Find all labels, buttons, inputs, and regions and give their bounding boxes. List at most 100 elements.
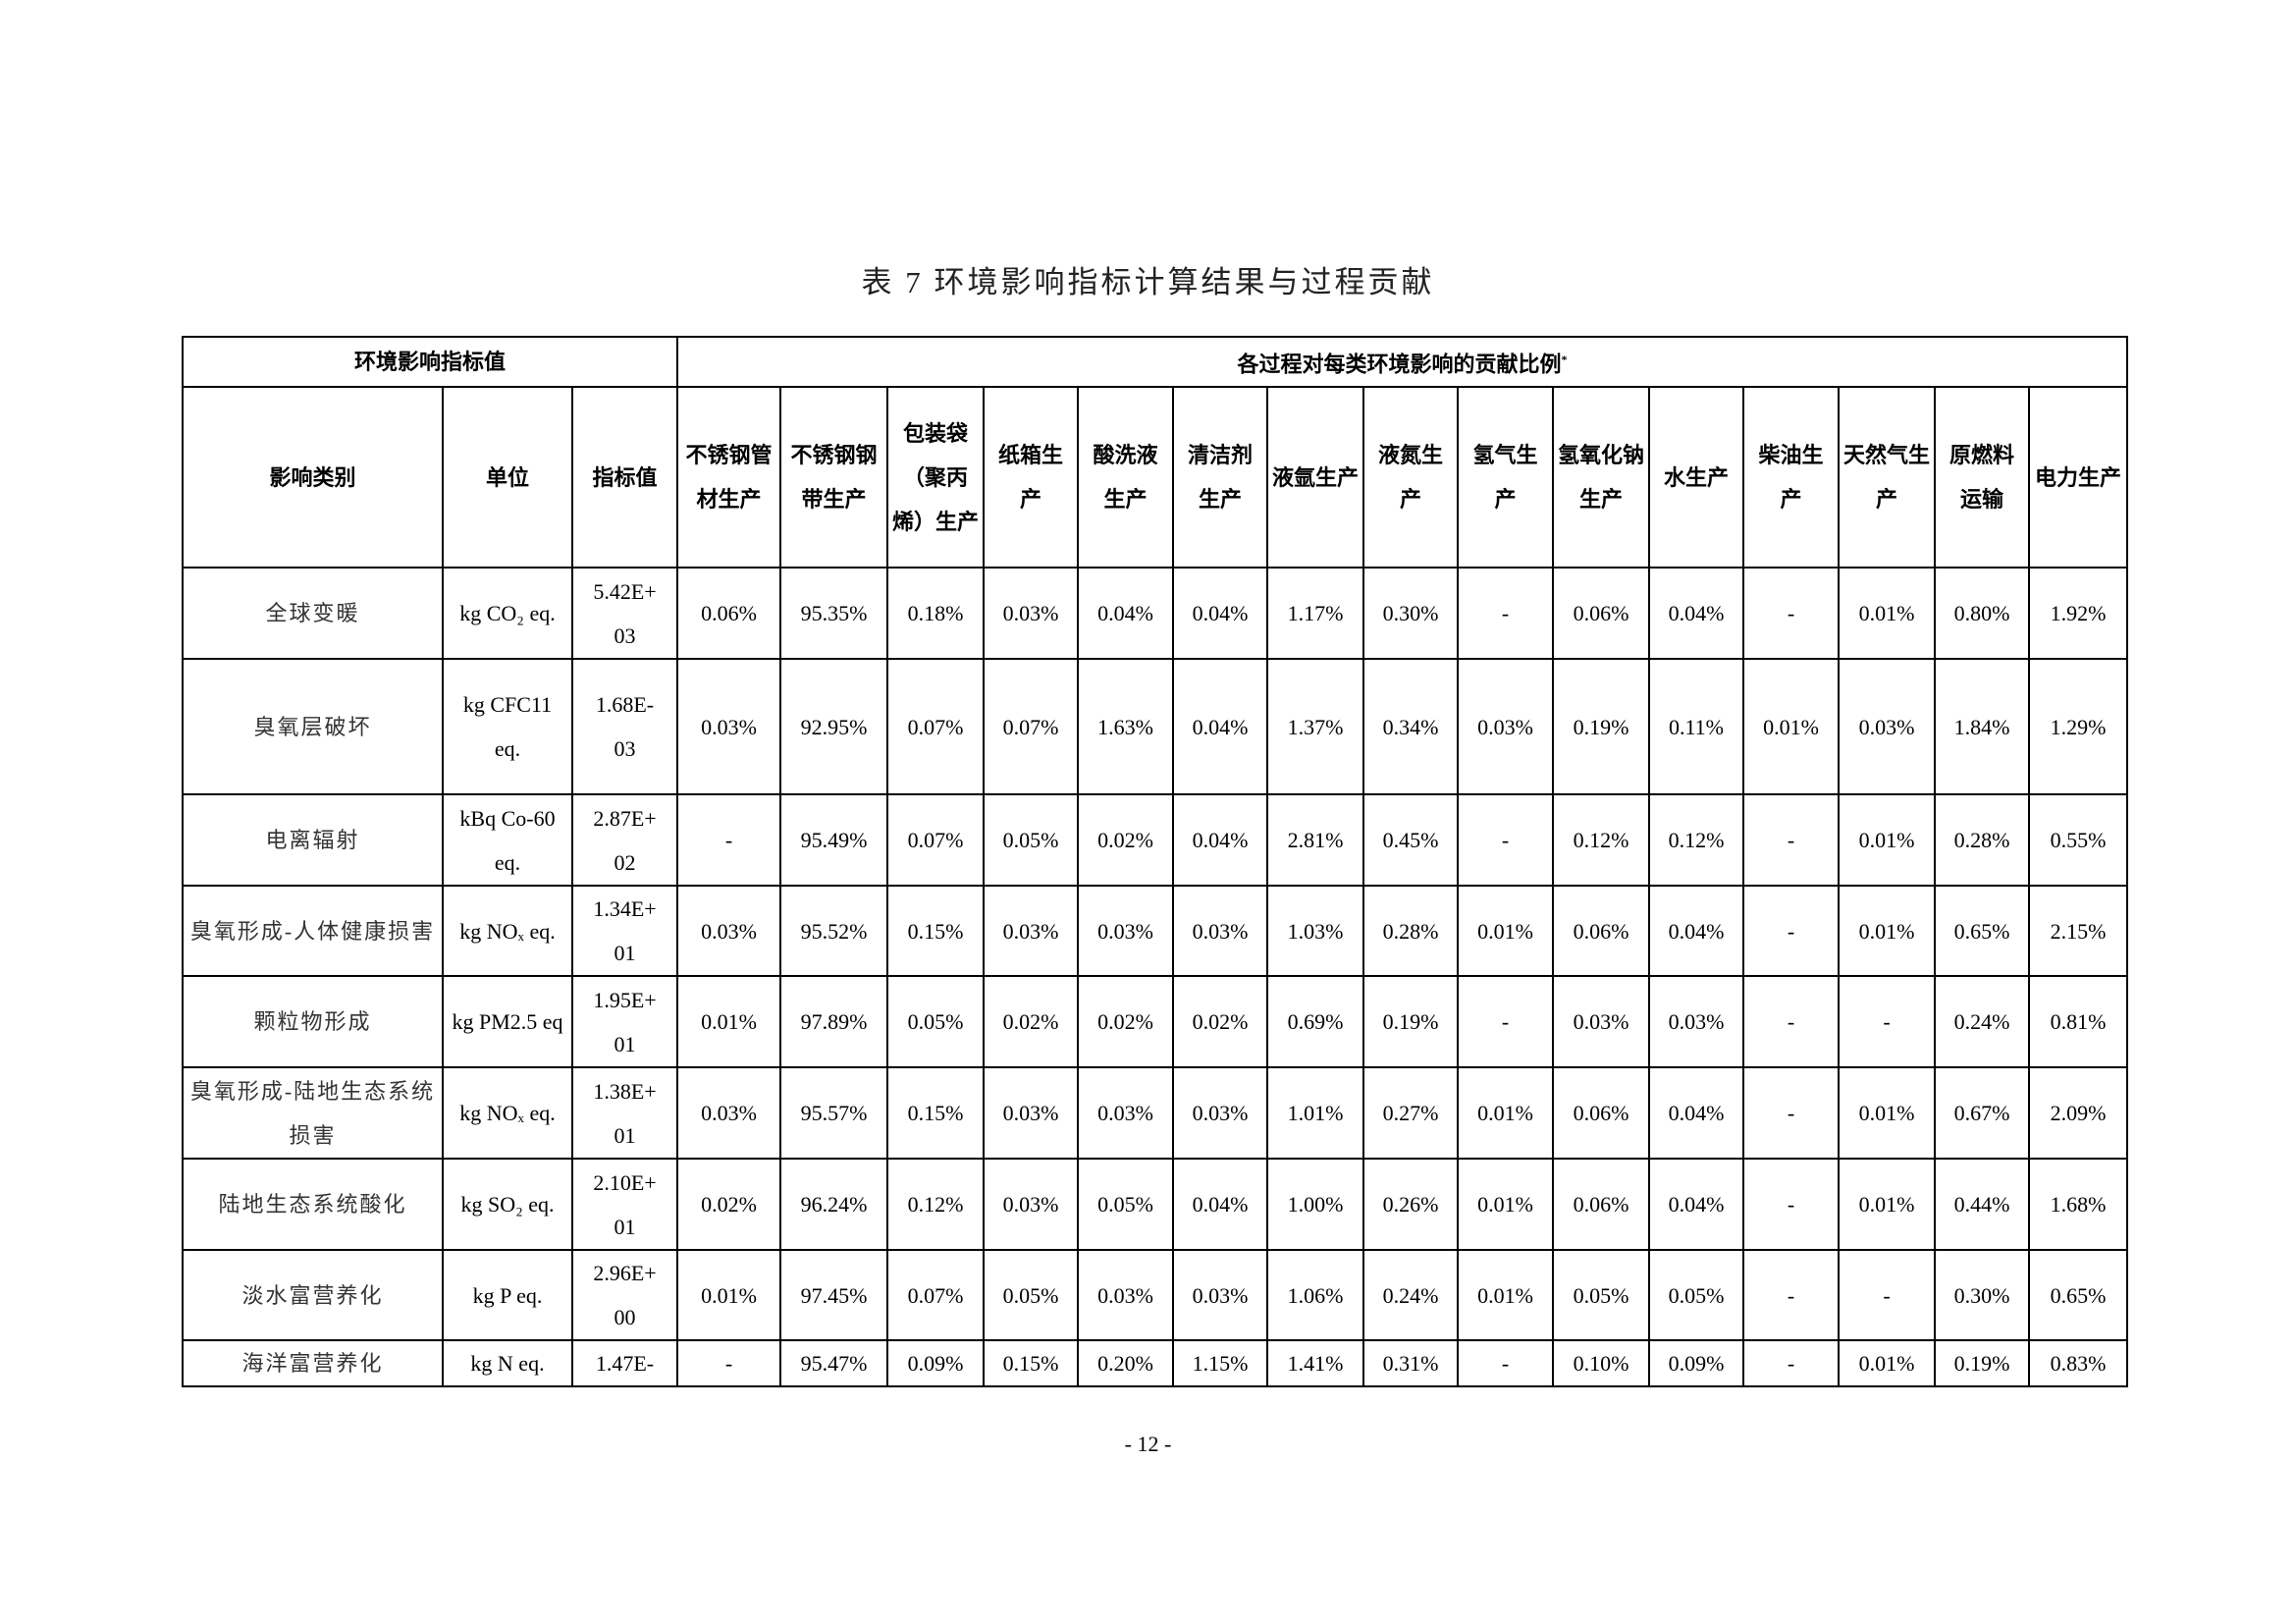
column-header: 纸箱生产 — [983, 386, 1079, 569]
contribution-cell: 0.30% — [1934, 1249, 2030, 1342]
contribution-cell: 0.04% — [1648, 885, 1744, 978]
contribution-cell: 0.06% — [1552, 1158, 1650, 1252]
contribution-cell: 0.03% — [1077, 1249, 1174, 1342]
page-number: - 12 - — [1124, 1432, 1172, 1456]
column-header: 清洁剂生产 — [1172, 386, 1268, 569]
indicator-value-cell-text: 1.95E+01 — [593, 987, 657, 1056]
unit-cell: kg NOₓ eq. — [442, 885, 573, 978]
contribution-cell: 0.01% — [1838, 885, 1936, 978]
contribution-cell: 0.44% — [1934, 1158, 2030, 1252]
contribution-cell: 0.12% — [1648, 793, 1744, 888]
group-header-right-label: 各过程对每类环境影响的贡献比例 — [1237, 352, 1562, 377]
contribution-cell: 0.01% — [1838, 567, 1936, 661]
indicator-value-cell: 1.34E+01 — [571, 885, 678, 978]
contribution-cell: 0.09% — [886, 1339, 985, 1388]
column-header: 影响类别 — [182, 386, 444, 569]
contribution-cell: 1.63% — [1077, 658, 1174, 796]
contribution-cell: 2.81% — [1266, 793, 1364, 888]
contribution-cell: 0.26% — [1362, 1158, 1459, 1252]
contribution-cell: 1.68% — [2027, 1158, 2129, 1252]
contribution-cell: 0.04% — [1648, 1158, 1744, 1252]
contribution-cell: 0.04% — [1077, 567, 1174, 661]
unit-cell-text: kg NOₓ eq. — [459, 1101, 556, 1126]
contribution-cell: 0.81% — [2027, 975, 2129, 1069]
table-row: 颗粒物形成 kg PM2.5 eq 1.95E+01 0.01% 97.89% 0.05%… — [182, 975, 2129, 1069]
contribution-cell: 0.02% — [676, 1158, 781, 1252]
table-row: 臭氧形成-人体健康损害 kg NOₓ eq. 1.34E+01 0.03% 95.52%… — [182, 885, 2129, 978]
contribution-cell: 0.03% — [676, 1066, 781, 1161]
contribution-cell: 95.49% — [779, 793, 888, 888]
contribution-cell: 0.06% — [676, 567, 781, 661]
contribution-cell: 0.03% — [983, 1158, 1079, 1252]
contribution-cell: 0.03% — [676, 885, 781, 978]
contribution-cell: 92.95% — [779, 658, 888, 796]
contribution-cell: 0.04% — [1172, 1158, 1268, 1252]
contribution-cell: 0.06% — [1552, 1066, 1650, 1161]
unit-cell: kg NOₓ eq. — [442, 1066, 573, 1161]
contribution-cell: 0.11% — [1648, 658, 1744, 796]
contribution-cell: - — [1457, 975, 1554, 1069]
table-title: 表 7 环境影响指标计算结果与过程贡献 — [861, 265, 1435, 299]
contribution-cell: - — [1742, 567, 1840, 661]
contribution-cell: - — [1742, 1066, 1840, 1161]
contribution-cell: 0.01% — [1457, 885, 1554, 978]
contribution-cell: 0.15% — [983, 1339, 1079, 1388]
unit-cell-text: kBq Co-60 eq. — [459, 805, 556, 875]
contribution-cell: 0.12% — [886, 1158, 985, 1252]
footnote-mark: * — [1561, 352, 1568, 366]
contribution-cell: 1.00% — [1266, 1158, 1364, 1252]
contribution-cell: 0.01% — [1457, 1158, 1554, 1252]
contribution-cell: 1.37% — [1266, 658, 1364, 796]
contribution-cell: 0.05% — [983, 1249, 1079, 1342]
contribution-cell: - — [1457, 567, 1554, 661]
column-header: 天然气生产 — [1838, 386, 1936, 569]
contribution-cell: 0.03% — [676, 658, 781, 796]
impact-category-cell: 臭氧形成-陆地生态系统损害 — [182, 1066, 444, 1161]
contribution-cell: 1.29% — [2027, 658, 2129, 796]
contribution-cell: 0.01% — [676, 1249, 781, 1342]
contribution-cell: 0.03% — [1077, 1066, 1174, 1161]
table-row: 臭氧形成-陆地生态系统损害 kg NOₓ eq. 1.38E+01 0.03% 95.5… — [182, 1066, 2129, 1161]
column-header: 原燃料运输 — [1934, 386, 2030, 569]
contribution-cell: 97.89% — [779, 975, 888, 1069]
contribution-cell: 1.01% — [1266, 1066, 1364, 1161]
indicator-value-cell-text: 1.68E-03 — [595, 692, 655, 762]
unit-cell: kg SO₂ eq. — [442, 1158, 573, 1252]
table-row: 陆地生态系统酸化 kg SO₂ eq. 2.10E+01 0.02% 96.24% 0.1… — [182, 1158, 2129, 1252]
contribution-cell: 0.02% — [1077, 975, 1174, 1069]
contribution-cell: 0.07% — [983, 658, 1079, 796]
contribution-cell: 0.07% — [886, 658, 985, 796]
table-row: 淡水富营养化 kg P eq. 2.96E+00 0.01% 97.45% 0.07% 0.… — [182, 1249, 2129, 1342]
contribution-cell: 0.28% — [1362, 885, 1459, 978]
contribution-cell: 0.01% — [1838, 1158, 1936, 1252]
contribution-cell: 0.02% — [1077, 793, 1174, 888]
contribution-cell: 0.24% — [1362, 1249, 1459, 1342]
contribution-cell: 0.02% — [1172, 975, 1268, 1069]
column-header: 柴油生产 — [1742, 386, 1840, 569]
unit-cell-text: kg PM2.5 eq — [452, 1009, 563, 1035]
contribution-cell: 0.01% — [1457, 1066, 1554, 1161]
contribution-cell: 1.03% — [1266, 885, 1364, 978]
contribution-cell: 0.67% — [1934, 1066, 2030, 1161]
unit-cell-text: kg CFC11 eq. — [462, 692, 553, 762]
column-header: 包装袋（聚丙烯）生产 — [886, 386, 985, 569]
impact-category-cell: 全球变暖 — [182, 567, 444, 661]
impact-category-cell: 陆地生态系统酸化 — [182, 1158, 444, 1252]
indicator-value-cell-text: 2.10E+01 — [593, 1169, 657, 1239]
indicator-value-cell: 2.87E+02 — [571, 793, 678, 888]
indicator-value-cell: 1.47E- — [571, 1339, 678, 1388]
contribution-cell: 0.83% — [2027, 1339, 2129, 1388]
contribution-cell: 0.01% — [1838, 1066, 1936, 1161]
contribution-cell: 0.03% — [1457, 658, 1554, 796]
contribution-cell: 95.57% — [779, 1066, 888, 1161]
contribution-cell: 0.12% — [1552, 793, 1650, 888]
contribution-cell: 0.04% — [1172, 567, 1268, 661]
column-header: 不锈钢钢带生产 — [779, 386, 888, 569]
impact-category-cell: 臭氧层破坏 — [182, 658, 444, 796]
contribution-cell: 0.06% — [1552, 567, 1650, 661]
contribution-cell: 0.45% — [1362, 793, 1459, 888]
contribution-cell: 0.05% — [886, 975, 985, 1069]
contribution-cell: 0.31% — [1362, 1339, 1459, 1388]
unit-cell-text: kg P eq. — [472, 1282, 543, 1308]
contribution-cell: 0.04% — [1648, 567, 1744, 661]
